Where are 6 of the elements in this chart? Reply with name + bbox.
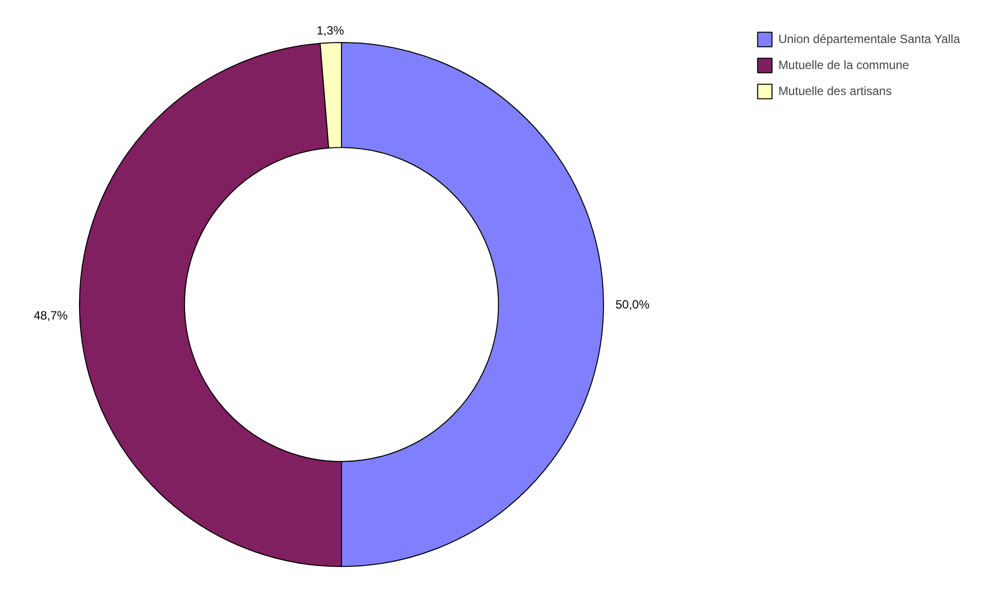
data-label: 48,7%	[34, 308, 68, 323]
legend-label: Union départementale Santa Yalla	[778, 32, 960, 46]
data-label: 50,0%	[616, 298, 650, 312]
legend-label: Mutuelle des artisans	[778, 84, 892, 98]
legend-label: Mutuelle de la commune	[778, 58, 910, 72]
data-label: 1,3%	[316, 24, 344, 38]
